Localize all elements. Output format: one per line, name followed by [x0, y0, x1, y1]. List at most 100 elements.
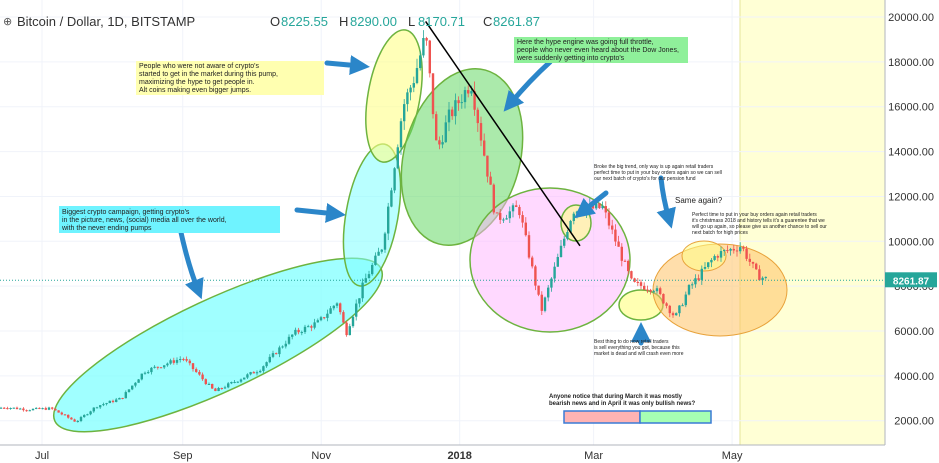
candle [163, 365, 166, 370]
month-box-april-bullish [639, 410, 712, 424]
candle [329, 305, 332, 314]
candle [246, 373, 249, 379]
candle [19, 407, 22, 410]
candle [102, 402, 105, 407]
candle [636, 278, 639, 287]
candle [275, 352, 278, 355]
candle [166, 362, 169, 367]
candle [380, 248, 383, 254]
candle [732, 244, 735, 254]
candle [147, 370, 150, 374]
y-tick-label: 12000.00 [888, 191, 934, 203]
candle [278, 345, 281, 358]
candle [668, 304, 671, 318]
candle [121, 397, 124, 400]
y-tick-label: 18000.00 [888, 57, 934, 69]
candle [492, 183, 495, 215]
annotation-6: Perfect time to put in your buy orders a… [692, 212, 828, 236]
candle [729, 247, 732, 256]
candle [422, 30, 425, 58]
zone-may-top [681, 240, 727, 272]
candle [252, 371, 255, 374]
candle [601, 201, 604, 210]
candle [134, 382, 137, 388]
candle [550, 277, 553, 292]
candle [719, 246, 723, 262]
candle [495, 212, 499, 214]
candle [444, 115, 447, 143]
candle [665, 302, 668, 309]
note-box-3 [59, 206, 280, 233]
candle [694, 274, 697, 288]
candle [303, 324, 307, 334]
candle [140, 373, 143, 381]
candle [323, 317, 326, 320]
candle [505, 214, 508, 220]
candle [358, 298, 361, 308]
candle [118, 397, 121, 400]
candle [547, 284, 550, 302]
candle [700, 265, 703, 285]
candle [655, 285, 659, 294]
candle [115, 397, 118, 403]
candle [348, 323, 351, 336]
y-tick-label: 10000.00 [888, 236, 934, 248]
candle [611, 219, 614, 235]
candle [153, 365, 156, 369]
price-axis[interactable] [885, 0, 939, 463]
candle [143, 371, 147, 375]
time-axis[interactable] [0, 445, 885, 463]
candle [460, 94, 463, 109]
candle [735, 245, 739, 257]
candle [355, 299, 358, 321]
candle [467, 85, 470, 98]
candle [614, 224, 617, 246]
candle [671, 311, 675, 318]
candle [499, 209, 502, 224]
crosshair-icon: ⊕ [3, 15, 12, 28]
candle [243, 377, 246, 380]
candle [307, 324, 310, 328]
candle [540, 291, 543, 316]
x-tick-label: Jul [35, 450, 49, 462]
candle [684, 291, 687, 308]
candle [207, 382, 211, 385]
candle [764, 276, 767, 280]
candle [230, 381, 233, 385]
arrow-icon [656, 175, 676, 229]
candle [524, 217, 527, 237]
candle [227, 382, 230, 389]
candle [502, 217, 505, 224]
zone-current [652, 243, 788, 337]
candle [563, 236, 566, 249]
annotation-7: Best thing to do now retail traders is s… [594, 339, 684, 357]
candle [41, 407, 44, 410]
candle [428, 39, 431, 78]
candle [211, 383, 214, 389]
ohlc-close-value: 8261.87 [493, 14, 540, 29]
candle [233, 379, 236, 384]
candle [454, 93, 457, 125]
candle [652, 289, 655, 294]
candle [47, 406, 51, 411]
y-tick-label: 4000.00 [894, 371, 934, 383]
candle [723, 249, 726, 256]
note-box-1 [136, 61, 324, 95]
candle [262, 365, 265, 373]
candle [633, 277, 636, 283]
candle [179, 356, 182, 363]
candles [0, 30, 767, 423]
candle [511, 203, 515, 218]
candle [518, 204, 521, 219]
candle [463, 86, 467, 109]
candle [399, 118, 403, 155]
annotation-8: Anyone notice that during March it was m… [549, 394, 695, 407]
candle [342, 310, 345, 323]
candle [326, 309, 329, 322]
trend-line [425, 21, 581, 247]
candle [83, 414, 86, 418]
candle [249, 371, 252, 376]
candle [25, 409, 28, 412]
